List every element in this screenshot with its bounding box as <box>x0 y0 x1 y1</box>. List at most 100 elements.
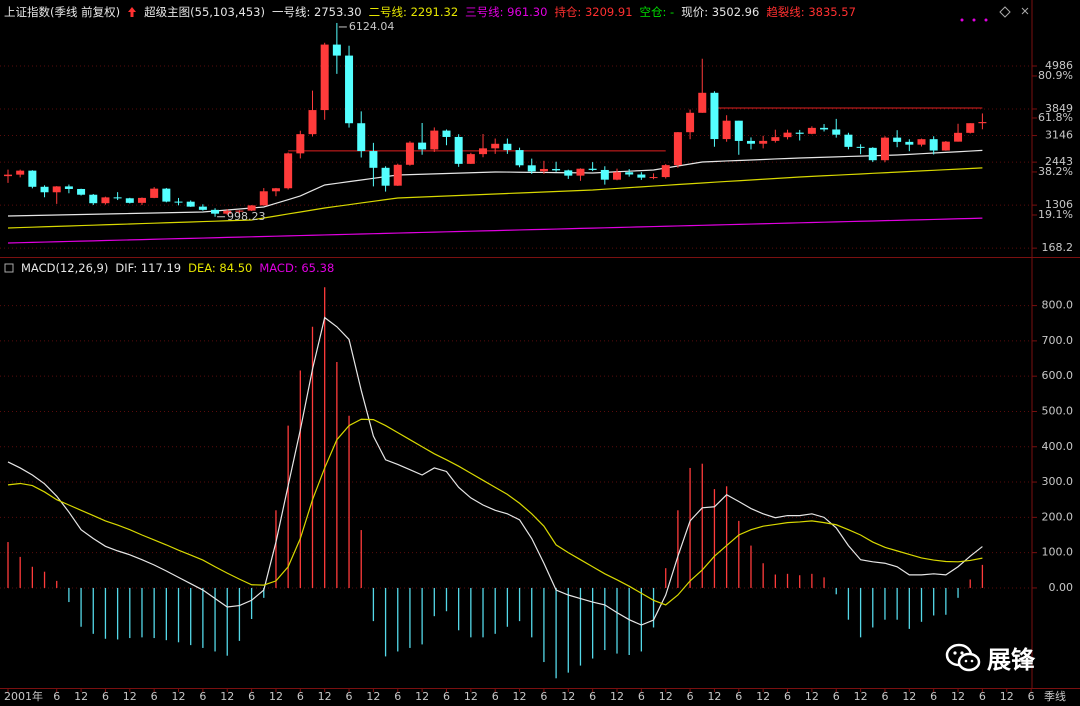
candle-body <box>929 139 938 151</box>
candle-body <box>807 127 816 134</box>
x-tick-label: 6 <box>930 690 937 703</box>
candle-body <box>4 174 12 177</box>
candle-body <box>381 167 390 186</box>
x-tick-label: 12 <box>123 690 137 703</box>
candle-body <box>978 122 987 124</box>
y-tick-label: 2443 <box>1045 155 1073 168</box>
y-tick-label: 3849 <box>1045 102 1073 115</box>
candle-body <box>186 201 195 207</box>
y-tick-label: 300.0 <box>1042 475 1074 488</box>
watermark: 展锋 <box>945 640 1035 675</box>
x-tick-label: 12 <box>415 690 429 703</box>
macd-header: MACD(12,26,9) DIF: 117.19 DEA: 84.50 MACD: … <box>4 261 334 275</box>
x-tick-label: 6 <box>346 690 353 703</box>
close-icon[interactable] <box>1021 7 1029 15</box>
dot <box>984 18 988 22</box>
toolbar-icons <box>960 6 1029 22</box>
header-item: 空仓: - <box>639 5 675 19</box>
candle-body <box>466 154 475 164</box>
candle-body <box>77 188 86 195</box>
candle-body <box>844 134 853 147</box>
candle-body <box>539 168 548 172</box>
x-tick-label: 12 <box>172 690 186 703</box>
legend-item: DEA: 84.50 <box>188 261 253 275</box>
legend-item: DIF: 117.19 <box>115 261 182 275</box>
x-tick-label: 12 <box>902 690 916 703</box>
candle-body <box>162 188 171 202</box>
candle-body <box>52 186 61 193</box>
candle-body <box>905 141 914 145</box>
watermark-text: 展锋 <box>987 646 1035 674</box>
candle-body <box>150 188 159 198</box>
x-tick-label: 6 <box>199 690 206 703</box>
candle-body <box>491 143 500 149</box>
annotation: 998.23 <box>227 210 266 223</box>
candle-body <box>259 191 268 206</box>
candle-body <box>393 164 402 186</box>
x-tick-label: 6 <box>102 690 109 703</box>
x-tick-label: 12 <box>464 690 478 703</box>
x-tick-label: 6 <box>151 690 158 703</box>
candle-body <box>296 134 305 154</box>
candle-body <box>503 143 512 151</box>
candle-body <box>564 170 573 176</box>
candle-body <box>722 120 731 140</box>
candle-body <box>893 137 902 142</box>
diamond-icon[interactable] <box>999 6 1011 18</box>
candle-body <box>247 205 256 211</box>
x-tick-label: 6 <box>53 690 60 703</box>
x-tick-label: 6 <box>492 690 499 703</box>
x-tick-label: 6 <box>833 690 840 703</box>
candle-body <box>832 129 841 135</box>
header-item: 现价: 3502.96 <box>681 5 760 19</box>
candle-body <box>552 168 561 171</box>
candle-body <box>198 206 207 210</box>
dot <box>972 18 976 22</box>
x-tick-label: 6 <box>638 690 645 703</box>
candle-body <box>686 112 695 133</box>
x-tick-label: 12 <box>854 690 868 703</box>
y-tick-label: 0.00 <box>1049 581 1074 594</box>
x-tick-label: 6 <box>979 690 986 703</box>
x-tick-label: 12 <box>74 690 88 703</box>
y-tick-label: 4986 <box>1045 59 1073 72</box>
x-tick-label: 12 <box>561 690 575 703</box>
y-tick-label: 200.0 <box>1042 510 1074 523</box>
y-tick-label: 1306 <box>1045 198 1073 211</box>
x-tick-label: 6 <box>735 690 742 703</box>
candle-body <box>357 123 366 152</box>
candle-body <box>588 168 597 170</box>
candle-body <box>113 197 122 199</box>
price-header: 上证指数(季线 前复权) 超级主图(55,103,453) 一号线: 2753.… <box>4 4 856 20</box>
x-tick-label: 6 <box>784 690 791 703</box>
fib-tick-label: 80.9% <box>1038 69 1073 82</box>
candle-body <box>101 197 110 204</box>
fib-tick-label: 19.1% <box>1038 208 1073 221</box>
candle-body <box>613 172 621 180</box>
candle-body <box>332 44 341 56</box>
x-tick-label: 12 <box>805 690 819 703</box>
candle-body <box>235 210 244 212</box>
candle-body <box>174 201 183 203</box>
candle-body <box>64 186 73 189</box>
candle-body <box>515 150 524 166</box>
candle-body <box>40 186 49 193</box>
x-tick-label: 6 <box>881 690 888 703</box>
candle-body <box>856 146 865 148</box>
header-item: 一号线: 2753.30 <box>271 5 362 19</box>
candle-body <box>783 132 792 138</box>
fib-tick-label: 38.2% <box>1038 165 1073 178</box>
dif-line <box>7 316 983 626</box>
period-label: 季线 <box>1044 689 1066 703</box>
title: 上证指数(季线 前复权) <box>4 5 121 19</box>
candle-body <box>345 55 354 124</box>
candle-body <box>16 170 25 175</box>
candle-body <box>308 110 317 135</box>
candle-body <box>954 132 963 142</box>
x-tick-label: 6 <box>687 690 694 703</box>
y-tick-label: 500.0 <box>1042 404 1074 417</box>
indicator: 超级主图(55,103,453) <box>144 5 265 19</box>
candle-body <box>880 137 889 161</box>
header-item: 持仓: 3209.91 <box>554 5 633 19</box>
candle-body <box>698 92 707 113</box>
